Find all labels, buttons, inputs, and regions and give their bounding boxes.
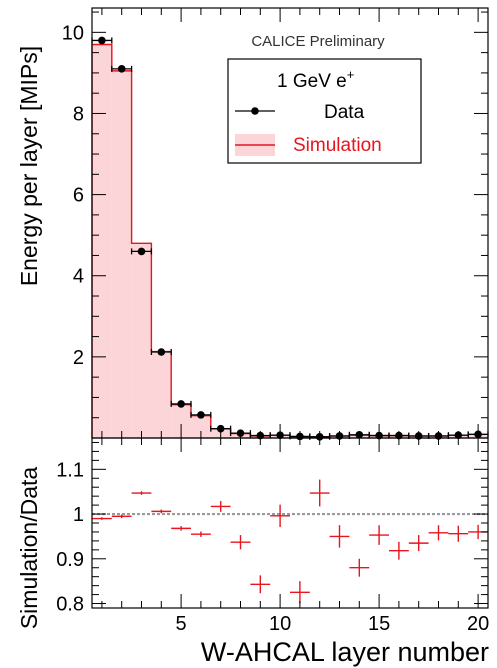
ratio-point (448, 525, 469, 542)
data-point-marker (216, 424, 225, 433)
energy-panel-y-ticks: 2 4 6 8 10 (62, 11, 488, 419)
data-point-marker (177, 400, 185, 408)
x-tick-label: 10 (269, 613, 291, 635)
data-point (210, 424, 232, 433)
ratio-point (111, 514, 132, 519)
calice-preliminary-annotation: CALICE Preliminary (251, 33, 385, 50)
ratio-point (92, 517, 112, 520)
y-tick-label: 0.8 (56, 594, 84, 616)
ratio-point (151, 509, 172, 514)
legend-header: 1 GeV e+ (277, 67, 354, 92)
y-tick-label: 8 (73, 103, 84, 125)
y-tick-label: 0.9 (56, 549, 84, 571)
energy-panel-x-ticks (101, 8, 479, 438)
y-tick-label: 1 (73, 504, 84, 526)
data-point (190, 411, 212, 419)
data-point (111, 65, 133, 73)
y-tick-label: 10 (62, 22, 84, 44)
legend-simulation-label: Simulation (293, 135, 382, 156)
legend-simulation-symbol (235, 134, 275, 156)
data-point (91, 36, 113, 45)
legend-data-label: Data (324, 102, 365, 123)
ratio-point (428, 525, 449, 541)
x-tick-label: 20 (467, 613, 489, 635)
ratio-panel-y-ticks: 0.8 0.9 1 1.1 (56, 441, 488, 616)
data-point-marker (197, 411, 205, 419)
ratio-point (131, 491, 152, 495)
energy-panel: 2 4 6 8 10 Energy per layer [MIPs] CALICE Pr… (16, 7, 489, 441)
ratio-panel: 5 10 15 20 0.8 0.9 1 1.1 Simulation/Data W-AHC… (16, 437, 489, 667)
ratio-point (191, 531, 211, 537)
y-tick-label: 4 (73, 266, 84, 288)
ratio-point (408, 535, 429, 552)
ratio-point (290, 581, 310, 604)
ratio-point (349, 558, 370, 577)
legend-header-superscript: + (347, 67, 355, 82)
ratio-point (329, 525, 350, 548)
ratio-point (250, 575, 271, 594)
ratio-panel-x-ticks: 5 10 15 20 (101, 438, 489, 635)
legend-header-text: 1 GeV e (277, 71, 347, 92)
layer-axis-label: W-AHCAL layer number (201, 637, 489, 667)
y-tick-label: 6 (73, 185, 84, 207)
x-tick-label: 5 (176, 613, 187, 635)
simulation-bar (151, 351, 172, 438)
data-point-marker (117, 65, 126, 73)
ratio-axis-label: Simulation/Data (16, 467, 42, 630)
ratio-point (369, 525, 389, 545)
ratio-point (230, 535, 251, 550)
y-tick-label: 2 (73, 347, 84, 369)
ratio-point (210, 501, 231, 512)
simulation-bar (131, 243, 152, 438)
legend-data-symbol (235, 107, 275, 115)
ratio-point (389, 541, 409, 560)
ratio-panel-frame (91, 437, 489, 609)
simulation-bar (92, 44, 112, 439)
data-point-marker (137, 247, 146, 256)
data-point (130, 247, 153, 256)
ratio-point (309, 479, 330, 507)
y-tick-label: 1.1 (56, 459, 84, 481)
simulation-bar (191, 415, 211, 438)
ratio-points-group (92, 479, 488, 604)
simulation-bar (111, 70, 132, 439)
ratio-point (171, 526, 191, 531)
data-point (170, 400, 192, 408)
energy-axis-label: Energy per layer [MIPs] (16, 46, 42, 286)
ratio-point (270, 504, 290, 528)
data-point-marker (157, 348, 166, 356)
data-point-marker (98, 36, 106, 45)
x-tick-label: 15 (368, 613, 390, 635)
legend: 1 GeV e+ Data Simulation (227, 58, 422, 164)
simulation-bar (171, 404, 191, 438)
data-point (150, 348, 172, 356)
